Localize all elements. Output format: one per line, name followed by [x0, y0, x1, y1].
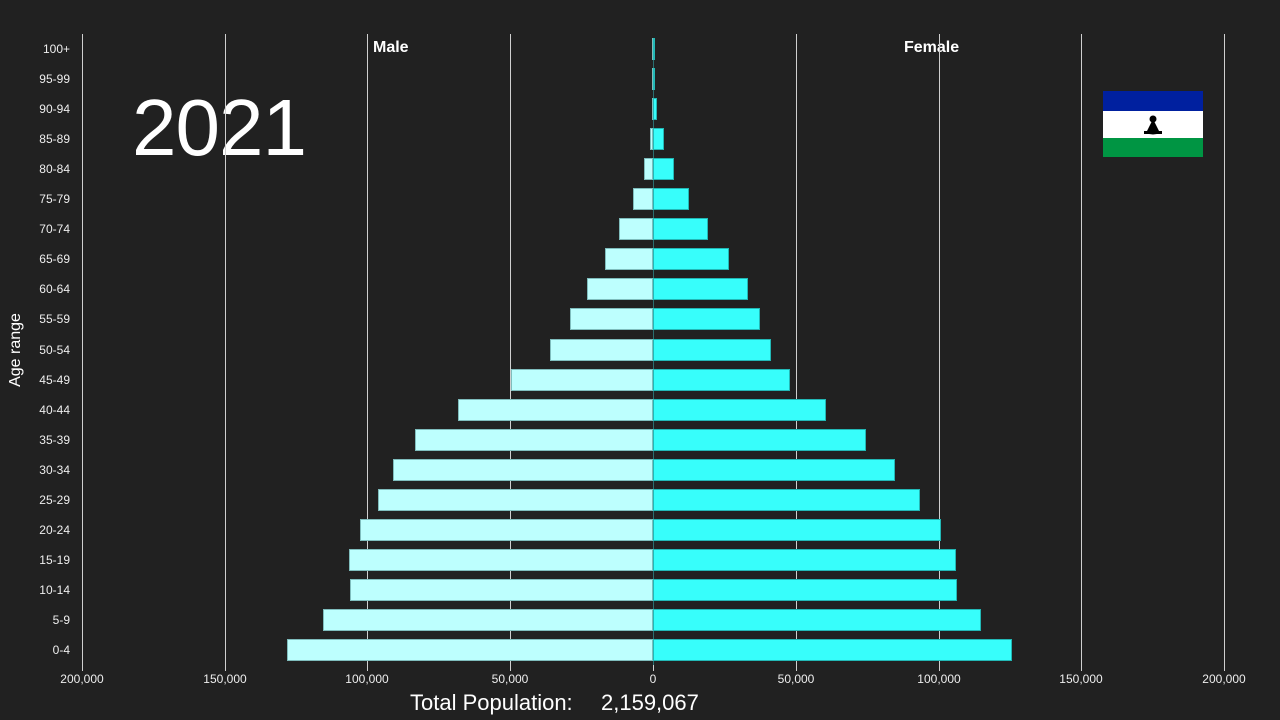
- female-bar: [653, 338, 771, 361]
- female-bar: [653, 128, 665, 151]
- female-bar: [653, 578, 957, 601]
- female-bar: [653, 218, 708, 241]
- x-tick: [1081, 665, 1082, 671]
- y-tick-label: 15-19: [39, 552, 70, 567]
- male-bar: [633, 188, 653, 211]
- female-bar: [653, 368, 791, 391]
- male-bar: [323, 608, 653, 631]
- female-bar: [653, 518, 941, 541]
- x-tick-label: 50,000: [491, 672, 529, 686]
- female-bar: [653, 458, 895, 481]
- y-tick-label: 35-39: [39, 432, 70, 447]
- male-bar: [643, 158, 653, 181]
- male-bar: [619, 218, 653, 241]
- female-bar: [653, 639, 1012, 661]
- y-tick-label: 45-49: [39, 372, 70, 387]
- female-bar: [653, 38, 655, 60]
- total-population-value: 2,159,067: [601, 690, 699, 715]
- lesotho-flag-icon: [1103, 91, 1203, 157]
- male-bar: [349, 548, 653, 571]
- female-label: Female: [904, 39, 960, 56]
- x-tick-label: 200,000: [60, 672, 104, 686]
- female-bar: [653, 398, 827, 421]
- y-tick-label: 55-59: [39, 312, 70, 327]
- gridline: [82, 34, 83, 665]
- y-tick-label: 75-79: [39, 192, 70, 207]
- male-bar: [649, 128, 653, 151]
- year-label: 2021: [132, 83, 307, 172]
- gridline: [225, 34, 226, 665]
- female-bar: [653, 548, 957, 571]
- x-tick: [1224, 665, 1225, 671]
- female-bar: [653, 278, 749, 301]
- y-tick-label: 50-54: [39, 342, 70, 357]
- female-bar: [653, 488, 921, 511]
- gridline: [1224, 34, 1225, 665]
- x-tick: [939, 665, 940, 671]
- y-tick-label: 60-64: [39, 282, 70, 297]
- y-tick-label: 40-44: [39, 402, 70, 417]
- female-bar: [653, 188, 689, 211]
- male-bar: [605, 248, 653, 271]
- y-tick-label: 10-14: [39, 582, 70, 597]
- gridline: [367, 34, 368, 665]
- x-tick: [225, 665, 226, 671]
- y-tick-label: 5-9: [52, 612, 70, 627]
- x-tick-label: 100,000: [917, 672, 961, 686]
- y-tick-label: 65-69: [39, 252, 70, 267]
- y-tick-label: 25-29: [39, 492, 70, 507]
- female-bar: [653, 308, 761, 331]
- male-bar: [377, 488, 653, 511]
- x-tick: [796, 665, 797, 671]
- x-tick: [367, 665, 368, 671]
- male-bar: [511, 368, 653, 391]
- male-bar: [359, 518, 653, 541]
- female-bar: [653, 68, 655, 91]
- x-tick-label: 0: [649, 672, 657, 686]
- x-tick-label: 100,000: [345, 672, 389, 686]
- female-bar: [653, 98, 657, 121]
- male-bar: [569, 308, 653, 331]
- male-bar: [457, 398, 653, 421]
- x-tick-label: 200,000: [1202, 672, 1246, 686]
- y-tick-label: 30-34: [39, 462, 70, 477]
- y-tick-label: 85-89: [39, 132, 70, 147]
- gridline: [510, 34, 511, 665]
- y-tick-label: 100+: [42, 42, 70, 56]
- gridline: [939, 34, 940, 665]
- male-bar: [349, 578, 653, 601]
- x-tick: [653, 665, 654, 671]
- y-tick-label: 0-4: [52, 643, 70, 657]
- gridline: [1081, 34, 1082, 665]
- x-tick-label: 50,000: [777, 672, 815, 686]
- x-tick: [82, 665, 83, 671]
- male-bar: [549, 338, 653, 361]
- x-tick-label: 150,000: [1059, 672, 1103, 686]
- x-tick: [510, 665, 511, 671]
- male-bar: [287, 639, 653, 661]
- y-tick-label: 70-74: [39, 222, 70, 237]
- y-tick-label: 20-24: [39, 522, 70, 537]
- female-bar: [653, 158, 675, 181]
- y-tick-label: 90-94: [39, 102, 70, 117]
- female-bar: [653, 428, 867, 451]
- x-tick-label: 150,000: [203, 672, 247, 686]
- male-bar: [587, 278, 653, 301]
- female-bar: [653, 248, 729, 271]
- y-tick-label: 80-84: [39, 162, 70, 177]
- male-bar: [415, 428, 653, 451]
- gridline: [796, 34, 797, 665]
- male-bar: [393, 458, 653, 481]
- female-bar: [653, 608, 981, 631]
- male-label: Male: [373, 39, 409, 56]
- y-tick-label: 95-99: [39, 72, 70, 87]
- total-population-label: Total Population:: [410, 690, 573, 715]
